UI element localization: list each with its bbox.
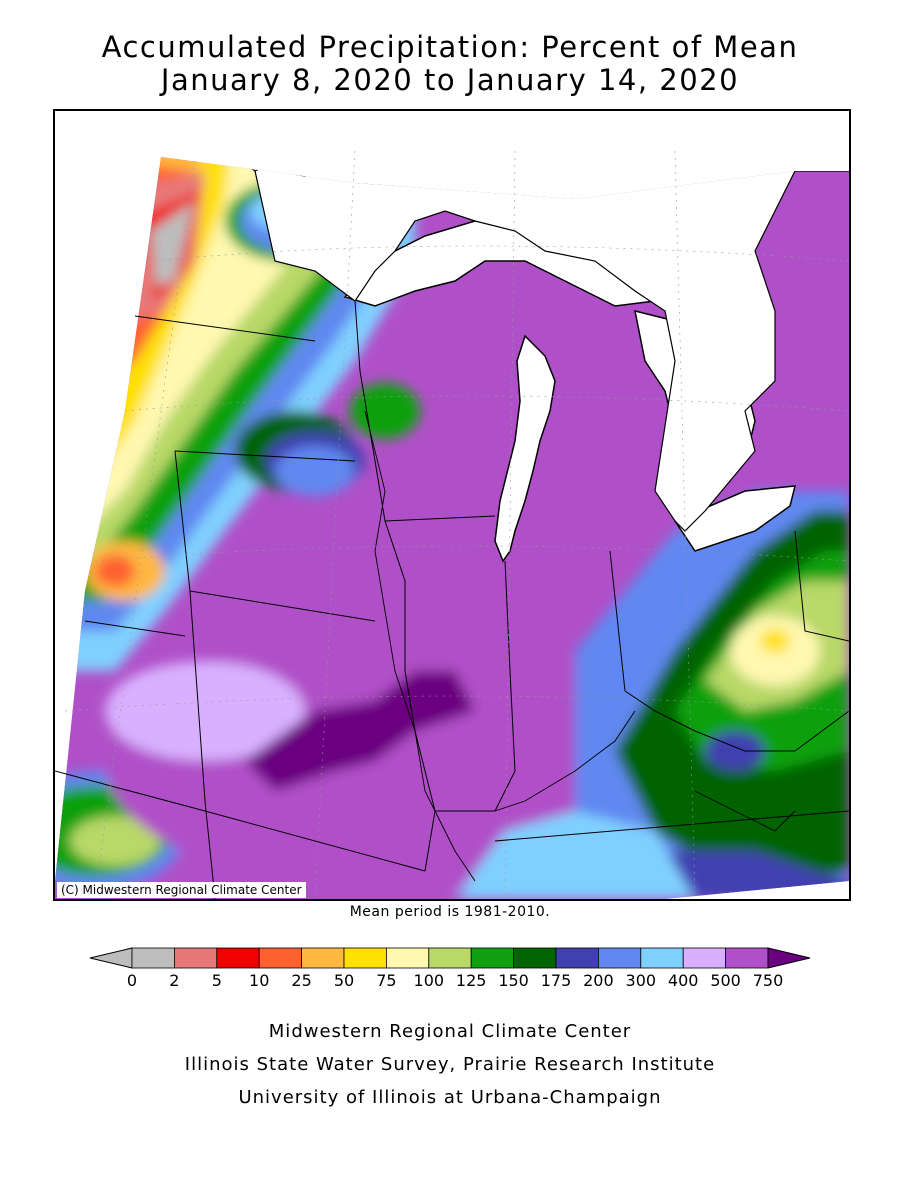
legend-tick-label: 2	[169, 971, 179, 990]
legend-tick-label: 500	[710, 971, 741, 990]
legend-tick-label: 400	[668, 971, 699, 990]
legend-tick-label: 750	[753, 971, 784, 990]
legend-low-arrow	[89, 947, 133, 969]
legend-tick-label: 0	[127, 971, 137, 990]
legend-swatch	[428, 947, 472, 969]
legend-swatch	[513, 947, 557, 969]
legend-tick-label: 50	[334, 971, 354, 990]
legend-tick-label: 150	[498, 971, 529, 990]
legend-tick-label: 10	[249, 971, 269, 990]
legend-swatch	[385, 947, 430, 969]
legend-tick-label: 125	[456, 971, 487, 990]
legend-high-arrow	[767, 947, 811, 969]
credit-mrcc: Midwestern Regional Climate Center	[268, 1021, 632, 1042]
legend-swatch	[301, 947, 345, 969]
credit-uiuc: University of Illinois at Urbana-Champai…	[238, 1087, 662, 1108]
legend-tick-label: 5	[212, 971, 222, 990]
legend-swatch	[343, 947, 387, 969]
mean-period-note: Mean period is 1981-2010.	[349, 904, 551, 920]
legend-swatch	[598, 947, 642, 969]
legend-swatch	[258, 947, 303, 969]
canada-region	[246, 157, 849, 532]
legend-swatch	[173, 947, 218, 969]
map-title: Accumulated Precipitation: Percent of Me…	[101, 30, 799, 64]
copyright-label: (C) Midwestern Regional Climate Center	[57, 882, 306, 898]
map-canvas	[55, 150, 849, 899]
lat-lon-grid	[64, 150, 849, 899]
legend-swatch	[682, 947, 727, 969]
legend-swatch	[216, 947, 260, 969]
rivers	[364, 410, 796, 882]
legend-swatch	[555, 947, 599, 969]
legend-tick-label: 100	[414, 971, 445, 990]
legend-swatch	[725, 947, 769, 969]
precipitation-field	[55, 157, 849, 899]
map-date-range: January 8, 2020 to January 14, 2020	[160, 63, 740, 97]
legend-tick-label: 200	[583, 971, 614, 990]
color-legend: 0 2 5 10 25 50 75 100 125 150 175 200 300 400 500 750	[89, 947, 811, 990]
legend-tick-label: 75	[376, 971, 396, 990]
credit-isws: Illinois State Water Survey, Prairie Res…	[184, 1054, 716, 1075]
legend-swatch	[470, 947, 515, 969]
legend-swatch	[640, 947, 684, 969]
legend-tick-label: 25	[291, 971, 311, 990]
legend-swatch	[131, 947, 175, 969]
legend-tick-label: 175	[541, 971, 572, 990]
legend-tick-label: 300	[626, 971, 657, 990]
precipitation-map: (C) Midwestern Regional Climate Center	[53, 109, 851, 901]
